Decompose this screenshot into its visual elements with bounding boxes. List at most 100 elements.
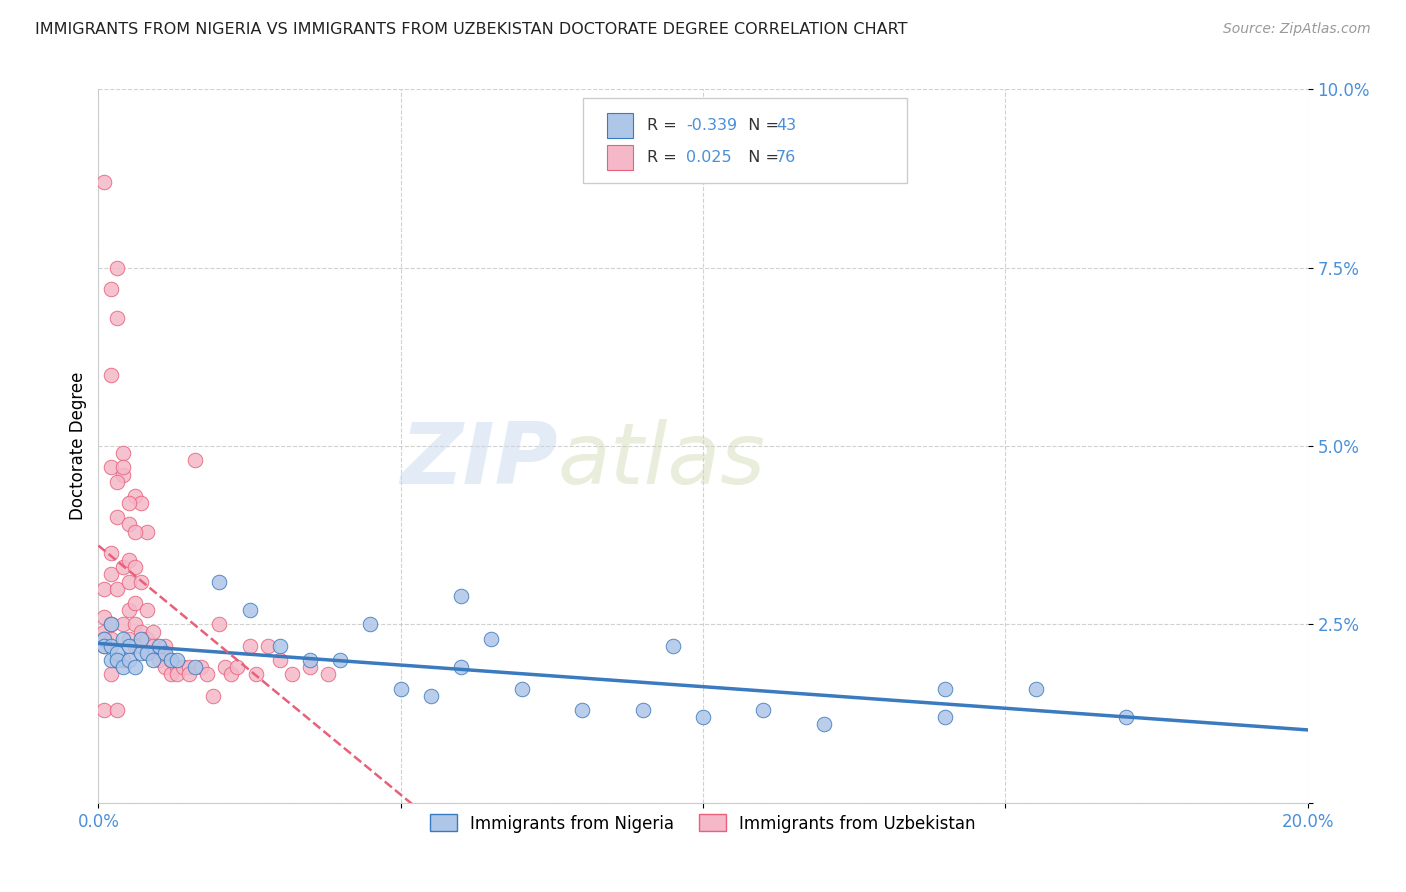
Point xyxy=(195,667,218,681)
Point xyxy=(93,610,115,624)
Point xyxy=(124,639,146,653)
Point xyxy=(148,639,170,653)
Point xyxy=(93,582,115,596)
Point xyxy=(281,667,304,681)
Point xyxy=(135,646,157,660)
Text: Source: ZipAtlas.com: Source: ZipAtlas.com xyxy=(1223,22,1371,37)
Point xyxy=(239,603,262,617)
Point xyxy=(129,639,152,653)
Point xyxy=(100,653,122,667)
Point xyxy=(153,660,176,674)
Point xyxy=(450,660,472,674)
Point xyxy=(142,639,165,653)
Point xyxy=(692,710,714,724)
Point xyxy=(360,617,382,632)
Legend: Immigrants from Nigeria, Immigrants from Uzbekistan: Immigrants from Nigeria, Immigrants from… xyxy=(422,806,984,841)
Point xyxy=(481,632,503,646)
Point xyxy=(184,453,207,467)
Point xyxy=(389,681,412,696)
Point xyxy=(813,717,835,731)
Point xyxy=(93,703,115,717)
Point xyxy=(142,624,165,639)
Point xyxy=(100,368,122,382)
Point xyxy=(118,574,141,589)
Point xyxy=(172,660,194,674)
Point xyxy=(221,667,243,681)
Point xyxy=(1115,710,1137,724)
Point xyxy=(100,546,122,560)
Point xyxy=(105,260,128,275)
Point xyxy=(269,653,291,667)
Point xyxy=(571,703,593,717)
Point xyxy=(661,639,683,653)
Point xyxy=(105,475,128,489)
Point xyxy=(105,646,128,660)
Point xyxy=(105,310,128,325)
Point xyxy=(269,639,291,653)
Point xyxy=(105,703,128,717)
Point xyxy=(93,175,115,189)
Point xyxy=(1024,681,1046,696)
Point xyxy=(166,660,188,674)
Point xyxy=(179,667,201,681)
Text: 76: 76 xyxy=(776,150,796,165)
Point xyxy=(118,553,141,567)
Point xyxy=(100,667,122,681)
Point xyxy=(129,632,152,646)
Point xyxy=(934,710,956,724)
Text: atlas: atlas xyxy=(558,418,766,502)
Text: ZIP: ZIP xyxy=(401,418,558,502)
Point xyxy=(329,653,352,667)
Point xyxy=(245,667,267,681)
Point xyxy=(100,567,122,582)
Point xyxy=(510,681,533,696)
Point xyxy=(202,689,225,703)
Point xyxy=(100,282,122,296)
Point xyxy=(111,653,134,667)
Text: IMMIGRANTS FROM NIGERIA VS IMMIGRANTS FROM UZBEKISTAN DOCTORATE DEGREE CORRELATI: IMMIGRANTS FROM NIGERIA VS IMMIGRANTS FR… xyxy=(35,22,908,37)
Point xyxy=(153,646,176,660)
Point xyxy=(135,632,157,646)
Point xyxy=(111,632,134,646)
Point xyxy=(160,667,183,681)
Y-axis label: Doctorate Degree: Doctorate Degree xyxy=(69,372,87,520)
Point xyxy=(93,632,115,646)
Text: R =: R = xyxy=(647,150,686,165)
Point xyxy=(124,596,146,610)
Point xyxy=(450,589,472,603)
Point xyxy=(129,496,152,510)
Point xyxy=(118,517,141,532)
Point xyxy=(129,646,152,660)
Point xyxy=(111,660,134,674)
Point xyxy=(256,639,278,653)
Point xyxy=(420,689,443,703)
Point xyxy=(166,667,188,681)
Point xyxy=(111,467,134,482)
Point xyxy=(100,639,122,653)
Point xyxy=(100,617,122,632)
Text: -0.339: -0.339 xyxy=(686,118,737,133)
Point xyxy=(160,653,183,667)
Point xyxy=(214,660,236,674)
Point xyxy=(148,646,170,660)
Point xyxy=(93,639,115,653)
Point xyxy=(135,603,157,617)
Point xyxy=(190,660,212,674)
Point xyxy=(179,660,201,674)
Point xyxy=(118,639,141,653)
Point xyxy=(129,624,152,639)
Point xyxy=(105,653,128,667)
Point xyxy=(142,653,165,667)
Point xyxy=(239,639,262,653)
Point xyxy=(93,632,115,646)
Point xyxy=(299,660,322,674)
Text: 0.025: 0.025 xyxy=(686,150,731,165)
Point xyxy=(124,560,146,574)
Point xyxy=(160,653,183,667)
Point xyxy=(148,653,170,667)
Text: 43: 43 xyxy=(776,118,796,133)
Point xyxy=(105,653,128,667)
Point xyxy=(111,560,134,574)
Point xyxy=(124,617,146,632)
Point xyxy=(166,653,188,667)
